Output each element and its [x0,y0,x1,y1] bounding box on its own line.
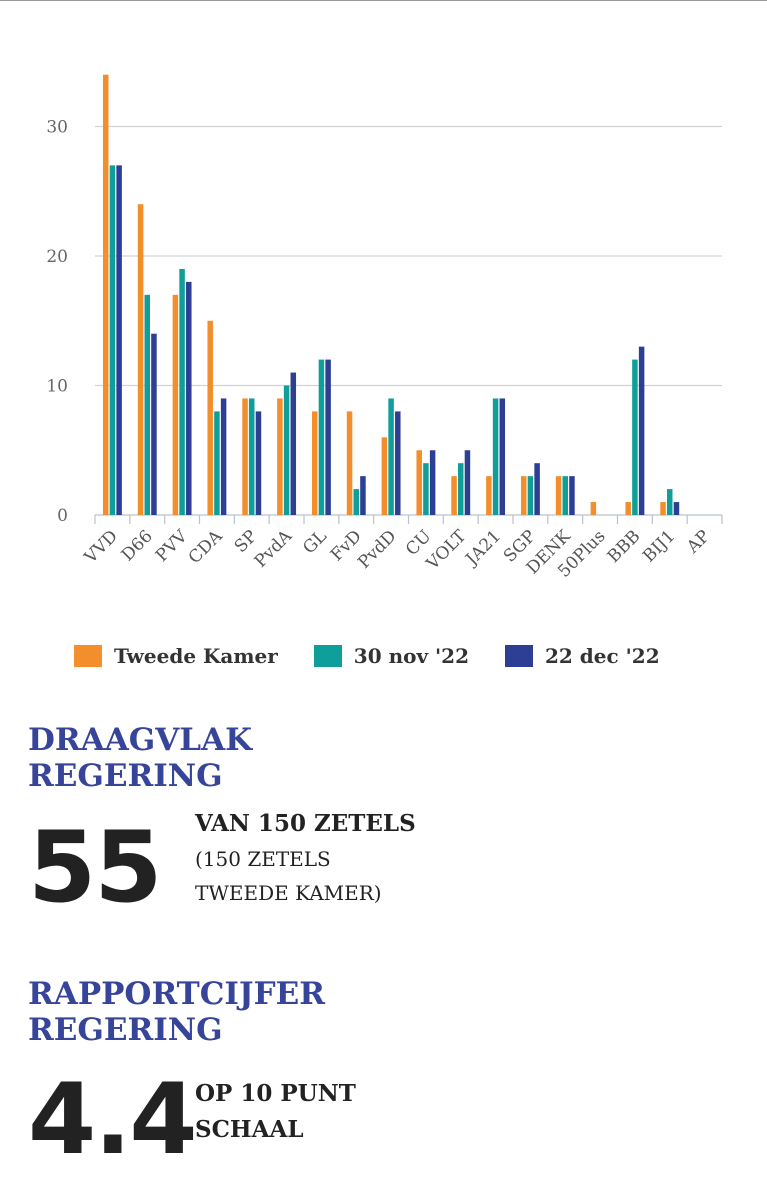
bar [555,476,562,515]
x-tick-label: CDA [185,526,227,568]
rapportcijfer-line2: SCHAAL [195,1116,304,1143]
bar [423,463,429,515]
bar [277,398,283,515]
bar [186,281,192,515]
bar [249,398,255,515]
legend-swatch [505,645,534,667]
bar [283,385,290,515]
bar [534,463,540,515]
bar [311,411,318,515]
bar [360,476,366,515]
x-tick-label: PVV [152,526,192,566]
bar [388,398,394,515]
bar [109,165,116,515]
draagvlak-line1: VAN 150 ZETELS [195,810,416,837]
bar [151,333,157,515]
y-tick-label: 30 [46,118,68,138]
chart-legend: Tweede Kamer 30 nov '22 22 dec '22 [74,644,696,668]
draagvlak-line2: (150 ZETELS [195,847,331,871]
bar [673,502,680,515]
legend-item: 22 dec '22 [505,644,660,668]
rapportcijfer-title-line2: REGERING [28,1012,223,1048]
bar [458,463,464,515]
draagvlak-title: DRAAGVLAK REGERING [28,722,448,794]
draagvlak-line3: TWEEDE KAMER) [195,881,382,905]
x-tick-label: BIJ1 [639,526,679,566]
bar [527,476,534,515]
x-tick-label: VVD [80,526,122,568]
bar [318,359,325,515]
draagvlak-value: 55 [28,811,162,925]
x-tick-label: JA21 [461,526,505,570]
x-tick-label: BBB [604,526,645,567]
x-tick-label: GL [299,526,331,558]
legend-label: 22 dec '22 [545,644,660,668]
bar [632,359,638,515]
bar [416,450,422,515]
bar [520,476,527,515]
bar [207,320,213,515]
legend-item: Tweede Kamer [74,644,278,668]
x-tick-label: VOLT [422,526,471,575]
bar [116,165,122,515]
bar [214,411,220,515]
bar [464,450,471,515]
y-tick-label: 10 [46,377,68,397]
bar [429,450,436,515]
bar [590,502,597,515]
rapportcijfer-description: OP 10 PUNT SCHAAL [195,1076,356,1148]
bar [569,476,575,515]
draagvlak-description: VAN 150 ZETELS (150 ZETELS TWEEDE KAMER) [195,806,416,910]
draagvlak-title-line1: DRAAGVLAK [28,722,253,758]
bar [172,294,179,515]
legend-label: 30 nov '22 [353,644,470,668]
bar [137,204,144,515]
bar [381,437,388,515]
rapportcijfer-title-line1: RAPPORTCIJFER [28,976,325,1012]
bar [492,398,499,515]
y-tick-label: 0 [57,506,68,526]
bar [290,372,297,515]
legend-swatch [313,645,342,667]
x-tick-label: PvdA [251,526,297,572]
x-tick-label: D66 [118,526,157,565]
legend-swatch [74,645,102,667]
bar [451,476,457,515]
top-divider [0,0,767,1]
bar [325,359,331,515]
bar [562,476,568,515]
bar [395,411,401,515]
draagvlak-title-line2: REGERING [28,758,223,794]
bar [660,502,666,515]
bar [638,346,645,515]
x-tick-label: PvdD [354,526,400,572]
bar [144,294,150,515]
bar [220,398,227,515]
bar [625,502,631,515]
legend-item: 30 nov '22 [313,644,470,668]
y-tick-label: 20 [46,247,68,267]
bar [353,489,359,515]
legend-label: Tweede Kamer [114,644,278,668]
bar [179,268,185,515]
bar [667,489,673,515]
bar [242,398,248,515]
bar [255,411,262,515]
bar [499,398,506,515]
x-tick-label: AP [682,526,714,558]
bar [102,74,109,515]
rapportcijfer-value: 4.4 [28,1063,198,1177]
bar [346,411,353,515]
bar [486,476,492,515]
rapportcijfer-line1: OP 10 PUNT [195,1080,356,1107]
rapportcijfer-title: RAPPORTCIJFER REGERING [28,976,448,1048]
